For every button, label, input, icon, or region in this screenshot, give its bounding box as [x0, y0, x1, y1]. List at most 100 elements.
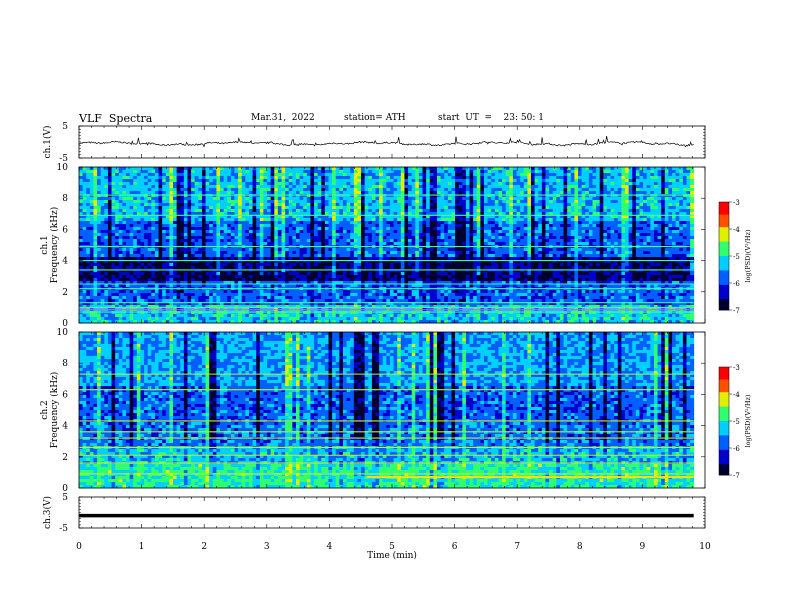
spectrogram-cell: [636, 224, 640, 227]
spectrogram-cell: [206, 218, 210, 221]
spectrogram-cell: [137, 185, 141, 188]
spectrogram-cell: [545, 194, 549, 197]
spectrogram-cell: [614, 194, 618, 197]
spectrogram-cell: [354, 182, 358, 185]
spectrogram-cell: [401, 242, 405, 245]
spectrogram-cell: [437, 206, 441, 209]
spectrogram-cell: [462, 224, 466, 227]
spectrogram-cell: [448, 236, 452, 239]
spectrogram-cell: [130, 233, 134, 236]
spectrogram-cell: [289, 167, 293, 170]
spectrogram-cell: [177, 218, 181, 221]
spectrogram-cell: [658, 239, 662, 242]
spectrogram-cell: [213, 191, 217, 194]
spectrogram-cell: [115, 224, 119, 227]
spectrogram-cell: [209, 167, 213, 170]
spectrogram-cell: [310, 176, 314, 179]
spectrogram-cell: [545, 230, 549, 233]
spectrogram-cell: [300, 200, 304, 203]
spectrogram-cell: [162, 173, 166, 176]
spectrogram-cell: [227, 197, 231, 200]
spectrogram-cell: [498, 170, 502, 173]
spectrogram-cell: [347, 191, 351, 194]
spectrogram-cell: [365, 221, 369, 224]
spectrogram-cell: [560, 191, 564, 194]
spectrogram-cell: [368, 179, 372, 182]
spectrogram-cell: [582, 197, 586, 200]
spectrogram-cell: [104, 179, 108, 182]
spectrogram-cell: [412, 206, 416, 209]
spectrogram-cell: [415, 224, 419, 227]
spectrogram-cell: [166, 230, 170, 233]
spectrogram-cell: [549, 188, 553, 191]
spectrogram-cell: [329, 185, 333, 188]
spectrogram-cell: [665, 167, 669, 170]
spectrogram-cell: [372, 230, 376, 233]
spectrogram-cell: [592, 203, 596, 206]
spectrogram-cell: [451, 227, 455, 230]
spectrogram-cell: [390, 230, 394, 233]
spectrogram-cell: [122, 209, 126, 212]
spectrogram-cell: [517, 209, 521, 212]
spectrogram-cell: [303, 203, 307, 206]
spectrogram-cell: [155, 224, 159, 227]
spectrogram-cell: [567, 179, 571, 182]
spectrogram-cell: [238, 182, 242, 185]
spectrogram-cell: [404, 206, 408, 209]
spectrogram-cell: [86, 170, 90, 173]
spectrogram-cell: [224, 251, 228, 254]
spectrogram-cell: [517, 227, 521, 230]
spectrogram-cell: [267, 203, 271, 206]
spectrogram-cell: [198, 230, 202, 233]
spectrogram-cell: [274, 194, 278, 197]
spectrogram-cell: [148, 203, 152, 206]
spectrogram-cell: [567, 173, 571, 176]
spectrogram-cell: [639, 173, 643, 176]
spectrogram-cell: [560, 248, 564, 251]
spectrogram-cell: [629, 167, 633, 170]
spectrogram-cell: [310, 167, 314, 170]
spectrogram-cell: [318, 251, 322, 254]
spectrogram-cell: [336, 167, 340, 170]
spectrogram-cell: [202, 185, 206, 188]
spectrogram-cell: [372, 236, 376, 239]
spectrogram-cell: [368, 221, 372, 224]
spectrogram-cell: [166, 239, 170, 242]
spectrogram-cell: [206, 185, 210, 188]
spectrogram-cell: [234, 233, 238, 236]
spectrogram-cell: [209, 233, 213, 236]
spectrogram-cell: [191, 230, 195, 233]
spectrogram-cell: [535, 221, 539, 224]
spectrogram-cell: [86, 233, 90, 236]
spectrogram-cell: [517, 188, 521, 191]
spectrogram-cell: [545, 182, 549, 185]
spectrogram-cell: [600, 167, 604, 170]
spectrogram-cell: [350, 188, 354, 191]
spectrogram-cell: [636, 191, 640, 194]
spectrogram-cell: [130, 197, 134, 200]
spectrogram-cell: [582, 188, 586, 191]
spectrogram-cell: [303, 170, 307, 173]
spectrogram-cell: [477, 197, 481, 200]
spectrogram-cell: [314, 236, 318, 239]
spectrogram-cell: [441, 242, 445, 245]
spectrogram-cell: [491, 176, 495, 179]
spectrogram-cell: [661, 203, 665, 206]
spectrogram-cell: [303, 194, 307, 197]
spectrogram-cell: [220, 182, 224, 185]
spectrogram-cell: [253, 185, 257, 188]
spectrogram-cell: [119, 230, 123, 233]
spectrogram-cell: [339, 173, 343, 176]
spectrogram-cell: [585, 197, 589, 200]
spectrogram-cell: [347, 194, 351, 197]
spectrogram-cell: [202, 179, 206, 182]
spectrogram-cell: [430, 248, 434, 251]
spectrogram-cell: [108, 188, 112, 191]
spectrogram-cell: [278, 239, 282, 242]
spectrogram-cell: [314, 185, 318, 188]
spectrogram-cell: [639, 194, 643, 197]
spectrogram-cell: [325, 194, 329, 197]
spectrogram-cell: [140, 236, 144, 239]
spectrogram-cell: [690, 185, 694, 188]
spectrogram-cell: [227, 203, 231, 206]
